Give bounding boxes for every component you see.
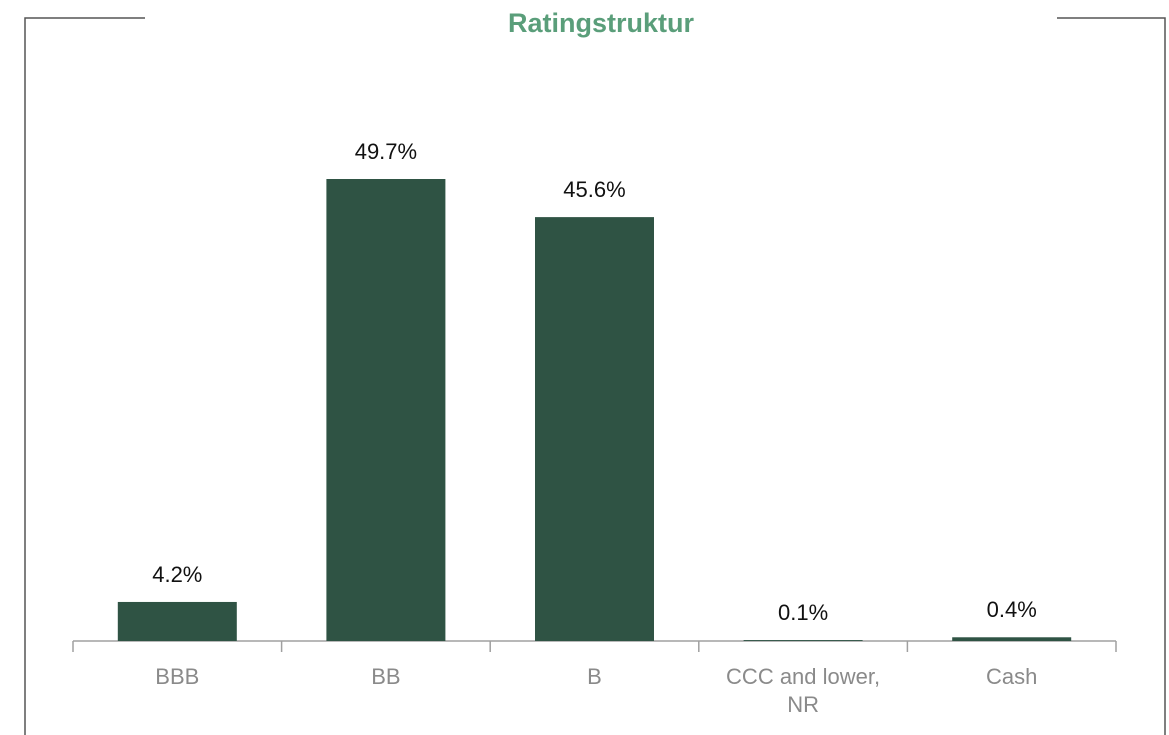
- x-tick-label: BB: [371, 664, 401, 689]
- frame: [24, 17, 1166, 735]
- bar: [326, 179, 446, 641]
- data-label: 4.2%: [152, 562, 202, 587]
- data-label: 49.7%: [355, 139, 417, 164]
- bar: [535, 217, 654, 641]
- bar: [952, 637, 1072, 641]
- data-label: 0.1%: [778, 600, 828, 625]
- data-label: 45.6%: [563, 177, 625, 202]
- bar: [743, 640, 863, 641]
- data-label: 0.4%: [987, 597, 1037, 622]
- x-tick-label: B: [587, 664, 602, 689]
- x-tick-label: Cash: [986, 664, 1038, 689]
- x-tick-label: BBB: [155, 664, 200, 689]
- x-tick-label: CCC and lower, NR: [726, 664, 881, 717]
- bar: [117, 601, 237, 641]
- chart-title: Ratingstruktur: [508, 8, 695, 38]
